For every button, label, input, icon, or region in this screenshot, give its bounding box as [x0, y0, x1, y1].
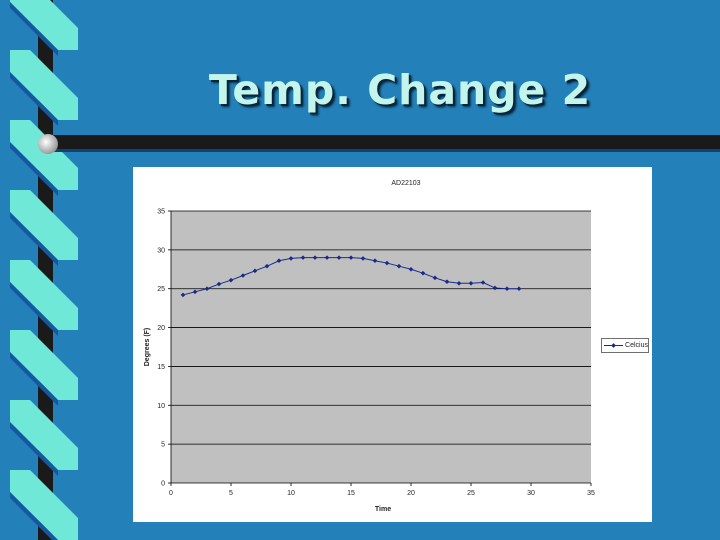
y-axis-label: Degrees (F) — [144, 328, 151, 367]
data-point — [240, 273, 246, 278]
ribbon-stripe — [10, 260, 78, 330]
ribbon-stripe-shadow — [10, 2, 58, 56]
x-tick-label-5: 5 — [229, 490, 233, 497]
ribbon-stripe — [10, 120, 78, 190]
y-tick-label-30: 30 — [157, 247, 165, 254]
data-point — [192, 289, 198, 295]
chart-panel: 0 5 10 15 20 25 30 35 0 5 10 15 20 25 30 35 AD22103 Time D… — [133, 167, 652, 522]
ribbon-stripe-shadow — [10, 422, 58, 476]
data-point — [384, 260, 390, 266]
y-tick-label-5: 5 — [161, 442, 165, 449]
y-tick-label-25: 25 — [157, 286, 165, 293]
legend-swatch — [604, 343, 624, 348]
ribbon-stripe-shadow — [10, 282, 58, 336]
data-point — [204, 286, 210, 292]
chart: 0 5 10 15 20 25 30 35 0 5 10 15 20 25 30 35 AD22103 Time D… — [144, 180, 595, 513]
x-tick-label-35: 35 — [587, 490, 595, 497]
y-tick-label-10: 10 — [157, 403, 165, 410]
ribbon-stripe-shadow — [10, 352, 58, 406]
data-point — [216, 281, 222, 287]
legend-label: Celcius — [625, 342, 648, 349]
data-point — [336, 255, 342, 260]
x-tick-label-15: 15 — [347, 490, 355, 497]
ribbon-stripe — [10, 50, 78, 120]
ribbon-stripe-shadow — [10, 492, 58, 540]
y-tick-label-35: 35 — [157, 209, 165, 216]
data-point — [456, 280, 462, 286]
ribbon-stripe — [10, 0, 78, 50]
x-tick-label-25: 25 — [467, 490, 475, 497]
x-tick-label-10: 10 — [287, 490, 295, 497]
slide-title: Temp. Change 2 — [208, 66, 592, 114]
data-point — [180, 292, 186, 298]
title-bar-shadow — [52, 149, 720, 152]
y-tick-label-20: 20 — [157, 325, 165, 332]
data-point — [312, 255, 318, 260]
x-tick-label-0: 0 — [169, 490, 173, 497]
ribbon-stripe — [10, 330, 78, 400]
ribbon-stripe-shadow — [10, 72, 58, 126]
x-tick-label-30: 30 — [527, 490, 535, 497]
data-point — [348, 255, 354, 260]
y-tick-label-0: 0 — [161, 481, 165, 488]
data-point — [432, 275, 438, 281]
title-bar — [52, 135, 720, 149]
data-point — [300, 255, 306, 260]
ribbon-stripe — [10, 400, 78, 470]
chart-legend: Celcius — [601, 338, 649, 353]
rail-knob — [38, 134, 58, 154]
x-axis-label: Time — [375, 506, 391, 513]
data-point — [444, 279, 450, 285]
y-tick-label-15: 15 — [157, 364, 165, 371]
ribbon-stripe-shadow — [10, 142, 58, 196]
ribbon-stripes — [10, 0, 78, 540]
plot-area — [171, 211, 591, 483]
data-point — [468, 280, 474, 286]
x-tick-label-20: 20 — [407, 490, 415, 497]
ribbon-stripe — [10, 470, 78, 540]
data-point — [324, 255, 330, 260]
ribbon-stripe-shadow — [10, 212, 58, 266]
ribbon-stripe — [10, 190, 78, 260]
data-point — [228, 277, 234, 283]
chart-title: AD22103 — [391, 180, 420, 187]
